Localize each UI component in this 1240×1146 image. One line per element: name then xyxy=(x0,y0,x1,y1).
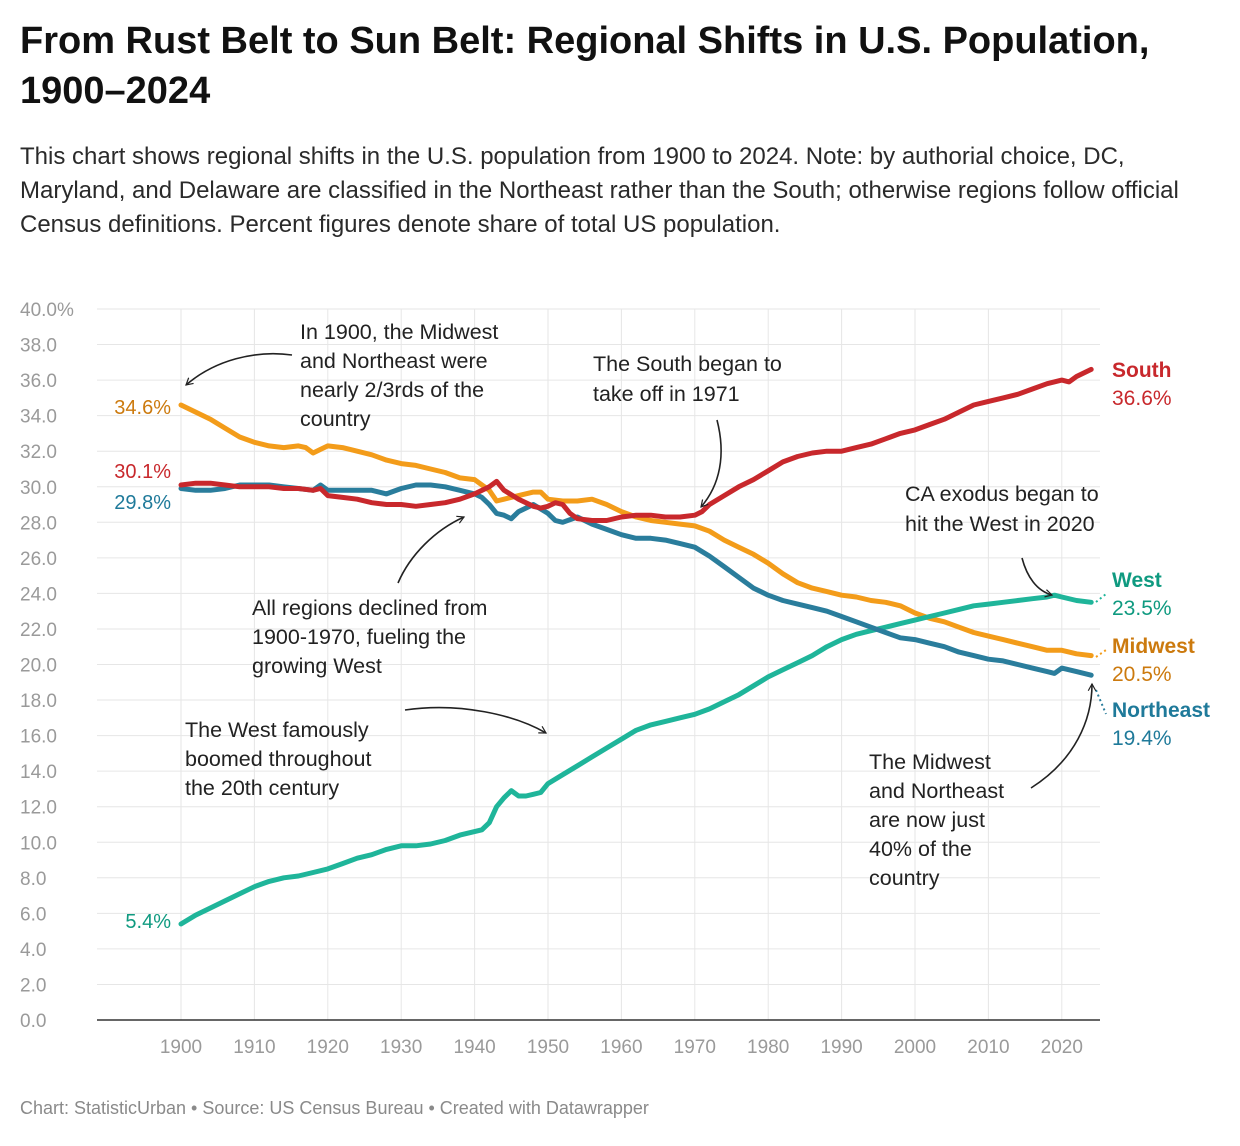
x-tick-label: 2010 xyxy=(967,1037,1009,1058)
annotation-1900-line: In 1900, the Midwest xyxy=(300,320,498,344)
arrow-south-1971 xyxy=(700,419,722,508)
x-tick-label: 1990 xyxy=(820,1037,862,1058)
y-tick-label: 40.0% xyxy=(20,300,74,321)
x-tick-label: 1970 xyxy=(674,1037,716,1058)
annotation-now-40-line: and Northeast xyxy=(869,779,1004,803)
end-name-west: West xyxy=(1112,569,1162,592)
end-connector-midwest xyxy=(1095,649,1107,658)
annotation-ca-exodus-line: hit the West in 2020 xyxy=(905,512,1095,536)
x-tick-label: 2020 xyxy=(1041,1037,1083,1058)
y-tick-label: 34.0 xyxy=(20,407,57,428)
y-tick-label: 4.0 xyxy=(20,940,46,961)
end-value-west: 23.5% xyxy=(1112,597,1172,620)
arrow-ca-exodus xyxy=(1021,557,1054,598)
y-tick-label: 12.0 xyxy=(20,798,57,819)
annotation-1900-line: country xyxy=(300,407,371,431)
x-tick-label: 2000 xyxy=(894,1037,936,1058)
start-label-midwest: 34.6% xyxy=(114,397,171,419)
x-tick-label: 1980 xyxy=(747,1037,789,1058)
end-value-northeast: 19.4% xyxy=(1112,727,1172,750)
annotation-declined-line: 1900-1970, fueling the xyxy=(252,625,466,649)
y-tick-label: 14.0 xyxy=(20,762,57,783)
y-tick-label: 10.0 xyxy=(20,833,57,854)
annotation-ca-exodus-line: CA exodus began to xyxy=(905,482,1099,506)
arrow-1900 xyxy=(185,352,293,386)
end-value-south: 36.6% xyxy=(1112,387,1172,410)
series-line-south xyxy=(178,366,1094,523)
annotation-south-1971-line: The South began to xyxy=(593,352,782,376)
series-labels: 34.6% 30.1% 5.4% 29.8% Midwest 20.5% South 36.6… xyxy=(114,359,1210,933)
arrow-west-boom xyxy=(404,706,548,734)
annotation-west-boom-line: The West famously xyxy=(185,718,369,742)
series-line-west xyxy=(178,592,1094,927)
y-tick-label: 32.0 xyxy=(20,442,57,463)
end-value-midwest: 20.5% xyxy=(1112,663,1172,686)
y-tick-label: 8.0 xyxy=(20,869,46,890)
annotation-west-boom-line: boomed throughout xyxy=(185,747,372,771)
annotation-now-40-line: 40% of the xyxy=(869,837,972,861)
y-tick-label: 20.0 xyxy=(20,656,57,677)
end-name-midwest: Midwest xyxy=(1112,635,1195,658)
y-tick-label: 38.0 xyxy=(20,336,57,357)
annotation-west-boom-line: the 20th century xyxy=(185,776,339,800)
x-tick-label: 1950 xyxy=(527,1037,569,1058)
y-tick-label: 26.0 xyxy=(20,549,57,570)
start-label-northeast: 29.8% xyxy=(114,492,171,514)
annotation-1900-line: nearly 2/3rds of the xyxy=(300,378,484,402)
end-name-northeast: Northeast xyxy=(1112,699,1210,722)
end-name-south: South xyxy=(1112,359,1171,382)
end-connector-northeast xyxy=(1095,689,1107,715)
x-tick-label: 1940 xyxy=(453,1037,495,1058)
y-tick-label: 30.0 xyxy=(20,478,57,499)
x-tick-label: 1900 xyxy=(160,1037,202,1058)
chart-subtitle: This chart shows regional shifts in the … xyxy=(20,143,1179,238)
annotation-now-40-line: The Midwest xyxy=(869,750,991,774)
x-tick-label: 1930 xyxy=(380,1037,422,1058)
y-tick-label: 6.0 xyxy=(20,904,46,925)
y-tick-label: 0.0 xyxy=(20,1011,46,1032)
annotation-south-1971-line: take off in 1971 xyxy=(593,382,740,406)
annotation-now-40-line: are now just xyxy=(869,808,985,832)
y-tick-label: 22.0 xyxy=(20,620,57,641)
annotation-now-40-line: country xyxy=(869,866,940,890)
y-tick-label: 2.0 xyxy=(20,975,46,996)
y-tick-label: 24.0 xyxy=(20,584,57,605)
chart-footer: Chart: StatisticUrban • Source: US Censu… xyxy=(20,1098,649,1118)
end-connector-west xyxy=(1095,593,1107,603)
x-tick-label: 1920 xyxy=(307,1037,349,1058)
series-lines xyxy=(178,366,1094,927)
y-tick-label: 16.0 xyxy=(20,727,57,748)
x-tick-label: 1960 xyxy=(600,1037,642,1058)
annotation-declined-line: growing West xyxy=(252,654,382,678)
arrow-declined xyxy=(397,515,466,584)
y-tick-label: 36.0 xyxy=(20,371,57,392)
series-line-northeast xyxy=(178,482,1094,678)
start-label-south: 30.1% xyxy=(114,461,171,483)
axes: 0.0 2.0 4.0 6.0 8.0 10.0 12.0 14.0 16.0 18.0 20.0 2… xyxy=(20,300,1100,1058)
y-tick-label: 18.0 xyxy=(20,691,57,712)
annotation-1900-line: and Northeast were xyxy=(300,349,488,373)
annotation-declined-line: All regions declined from xyxy=(252,596,487,620)
grid-lines xyxy=(97,308,1100,1020)
chart-title: From Rust Belt to Sun Belt: Regional Shi… xyxy=(20,20,1150,112)
start-label-west: 5.4% xyxy=(125,911,171,933)
x-tick-label: 1910 xyxy=(233,1037,275,1058)
annotations: In 1900, the Midwest and Northeast were ne… xyxy=(185,320,1099,890)
arrow-now-40 xyxy=(1030,682,1097,789)
y-tick-label: 28.0 xyxy=(20,513,57,534)
